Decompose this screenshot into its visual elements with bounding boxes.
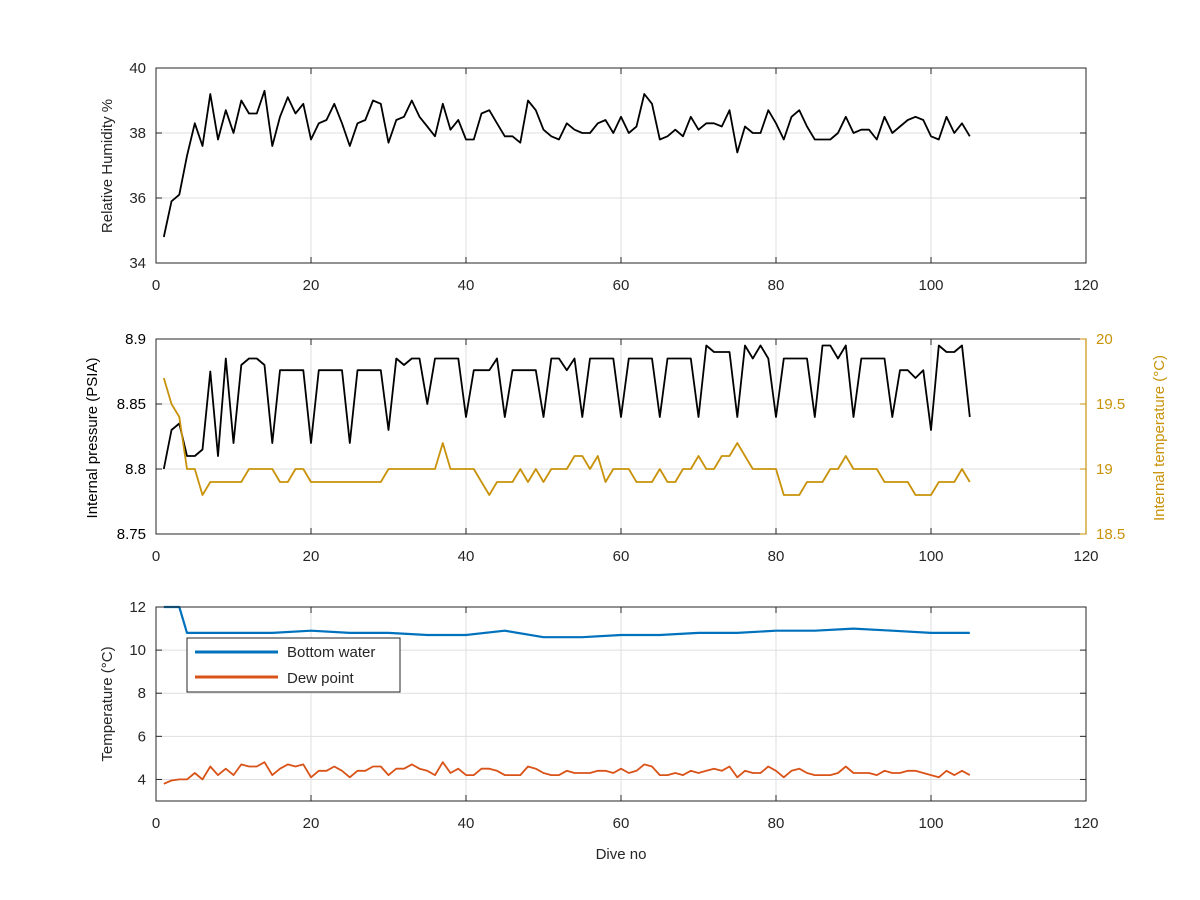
y-right-tick-label: 18.5 [1096,526,1125,543]
series-line-dew-point [163,761,971,785]
panel-humidity: 0 20 40 60 80 100 120 34 36 38 40 [129,60,1098,294]
x-tick-label: 20 [303,548,320,565]
y-tick-label: 40 [129,60,146,77]
y-tick-label: 36 [129,190,146,207]
y-right-tick-label: 19.5 [1096,396,1125,413]
y-tick-label: 34 [129,255,146,272]
x-tick-label: 120 [1073,277,1098,294]
x-tick-label: 80 [768,548,785,565]
legend: Bottom water Dew point [186,637,401,693]
x-tick-label: 20 [303,815,320,832]
pressure-ylabel: Internal pressure (PSIA) [84,358,101,519]
y-tick-label: 8.85 [117,396,146,413]
x-tick-label: 0 [152,548,160,565]
series-line-bottom-water [163,605,970,639]
x-tick-label: 60 [613,548,630,565]
legend-box [186,637,401,693]
x-tick-label: 60 [613,815,630,832]
x-tick-label: 120 [1073,815,1098,832]
y-tick-label: 10 [129,642,146,659]
y-tick-label: 4 [138,771,146,788]
y-tick-label: 8 [138,685,146,702]
x-tick-label: 0 [152,277,160,294]
x-tick-label: 40 [458,548,475,565]
x-tick-label: 40 [458,815,475,832]
series-line-0-0 [162,89,971,238]
y-tick-label: 6 [138,728,146,745]
legend-label-dew-point: Dew point [287,670,355,687]
internal-temperature-ylabel: Internal temperature (°C) [1151,355,1168,521]
x-tick-label: 0 [152,815,160,832]
y-tick-label: 38 [129,125,146,142]
x-tick-label: 100 [918,815,943,832]
xaxis-label: Dive no [596,846,647,863]
x-tick-label: 100 [918,548,943,565]
humidity-ylabel: Relative Humidity % [99,99,116,233]
x-tick-label: 60 [613,277,630,294]
y-right-tick-label: 20 [1096,331,1113,348]
y-tick-label: 8.8 [125,461,146,478]
x-tick-label: 80 [768,277,785,294]
x-tick-label: 40 [458,277,475,294]
y-tick-label: 8.9 [125,331,146,348]
y-right-tick-label: 19 [1096,461,1113,478]
x-tick-label: 120 [1073,548,1098,565]
series-line-1-0 [162,344,971,470]
panel-pressure-temperature: 0 20 40 60 80 100 120 8.75 8.8 8.85 8.9 18.5 19 19.5 2… [117,331,1125,565]
temperature-ylabel: Temperature (°C) [99,646,116,761]
y-tick-label: 8.75 [117,526,146,543]
series-line-1-1 [162,377,971,496]
x-tick-label: 20 [303,277,320,294]
x-tick-label: 100 [918,277,943,294]
x-tick-label: 80 [768,815,785,832]
legend-label-bottom-water: Bottom water [287,644,375,661]
y-tick-label: 12 [129,599,146,616]
